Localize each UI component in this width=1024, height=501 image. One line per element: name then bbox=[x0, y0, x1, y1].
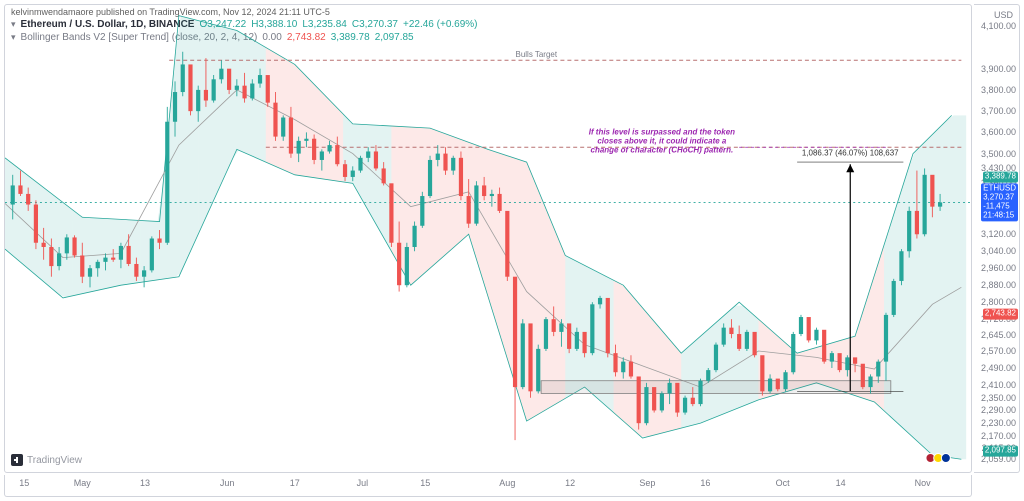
price-tick: 3,700.00 bbox=[981, 106, 1016, 116]
watermark: TradingView bbox=[11, 454, 82, 466]
price-tick: 3,900.00 bbox=[981, 64, 1016, 74]
time-tick: 14 bbox=[836, 478, 846, 488]
axis-currency: USD bbox=[994, 10, 1013, 20]
price-tag: 2,743.82 bbox=[983, 309, 1018, 320]
time-axis[interactable]: 15 May 13 Jun 17 Jul 15 Aug 12 Sep 16 Oct 14 Nov bbox=[4, 475, 972, 497]
time-tick: 17 bbox=[290, 478, 300, 488]
time-tick: Nov bbox=[915, 478, 931, 488]
svg-text:Bulls Target: Bulls Target bbox=[516, 50, 558, 59]
price-tick: 2,490.00 bbox=[981, 363, 1016, 373]
price-tick: 2,570.00 bbox=[981, 346, 1016, 356]
price-tick: 3,600.00 bbox=[981, 127, 1016, 137]
price-axis[interactable]: USD 4,100.00 3,900.00 3,800.00 3,700.00 3,60… bbox=[974, 4, 1020, 473]
price-tick: 3,040.00 bbox=[981, 246, 1016, 256]
price-tag: 2,097.85 bbox=[983, 446, 1018, 457]
price-tick: 2,290.00 bbox=[981, 405, 1016, 415]
svg-text:1,086.37 (46.07%) 108,637: 1,086.37 (46.07%) 108,637 bbox=[802, 149, 899, 158]
price-tick: 3,800.00 bbox=[981, 85, 1016, 95]
time-tick: Aug bbox=[499, 478, 515, 488]
price-tick: 2,880.00 bbox=[981, 280, 1016, 290]
svg-text:If this level is surpassed and: If this level is surpassed and the token… bbox=[589, 127, 735, 154]
price-tick: 2,645.00 bbox=[981, 330, 1016, 340]
price-tick: 2,960.00 bbox=[981, 263, 1016, 273]
price-tick: 2,800.00 bbox=[981, 297, 1016, 307]
time-tick: 15 bbox=[420, 478, 430, 488]
watermark-text: TradingView bbox=[27, 455, 82, 466]
time-tick: Oct bbox=[776, 478, 790, 488]
price-tick: 2,410.00 bbox=[981, 380, 1016, 390]
time-tick: May bbox=[74, 478, 91, 488]
time-tick: 16 bbox=[700, 478, 710, 488]
chart-area[interactable]: kelvinmwendamaore published on TradingVi… bbox=[4, 4, 972, 473]
time-tick: 15 bbox=[19, 478, 29, 488]
time-tick: 12 bbox=[565, 478, 575, 488]
time-tick: Jun bbox=[220, 478, 235, 488]
price-tick: 3,500.00 bbox=[981, 149, 1016, 159]
plot-svg: Bulls Target 1,086.37 (46.07%) 108,637 If … bbox=[5, 5, 971, 472]
time-tick: Jul bbox=[357, 478, 369, 488]
price-tick: 2,230.00 bbox=[981, 418, 1016, 428]
price-tick: 2,170.00 bbox=[981, 431, 1016, 441]
price-tick: 4,100.00 bbox=[981, 21, 1016, 31]
tradingview-logo-icon bbox=[11, 454, 23, 466]
price-tick: 3,120.00 bbox=[981, 229, 1016, 239]
price-tick: 2,350.00 bbox=[981, 393, 1016, 403]
price-tag: 3,389.78 bbox=[983, 172, 1018, 183]
time-tick: 13 bbox=[140, 478, 150, 488]
price-tag: ETHUSD3,270.37-11,47521:48:15 bbox=[981, 184, 1018, 221]
time-tick: Sep bbox=[639, 478, 655, 488]
